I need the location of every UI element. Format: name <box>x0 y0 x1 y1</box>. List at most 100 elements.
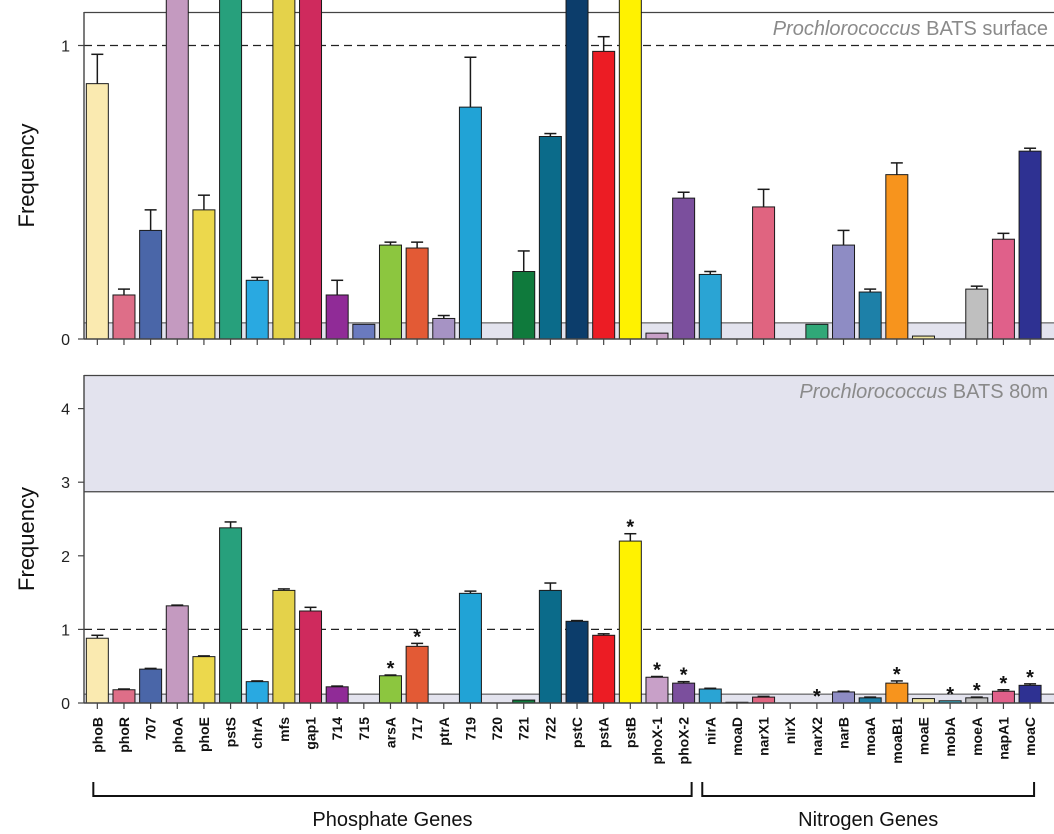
bar-722 <box>538 135 562 340</box>
category-label: nirA <box>702 717 718 745</box>
category-label: phoE <box>196 717 212 752</box>
nitrogen-group-label: Nitrogen Genes <box>798 809 938 831</box>
bar-narB <box>832 691 856 704</box>
bar-phoA <box>165 605 189 704</box>
category-label: pstS <box>223 717 239 747</box>
significance-star-narX2: * <box>813 686 821 708</box>
category-label: 717 <box>409 717 425 741</box>
nitrogen-bracket <box>701 782 1036 797</box>
bar-narX1 <box>752 206 776 340</box>
bar-pstC <box>565 0 589 340</box>
category-label: napA1 <box>995 717 1011 760</box>
category-label: 707 <box>143 717 159 741</box>
category-label: mobA <box>942 717 958 757</box>
significance-star-pstB: * <box>626 517 634 539</box>
significance-star-phoX-2: * <box>680 665 688 687</box>
bar-phoX-1 <box>645 332 669 340</box>
category-label: moaA <box>862 717 878 756</box>
category-label: arsA <box>382 717 398 748</box>
bar-707 <box>139 668 163 704</box>
significance-star-moeA: * <box>973 680 981 702</box>
y-tick-label: 1 <box>61 622 70 639</box>
significance-star-arsA: * <box>387 658 395 680</box>
bar-moaC <box>1018 150 1042 340</box>
bar-moaA <box>858 291 882 340</box>
category-label: ptrA <box>436 717 452 746</box>
bar-ptrA <box>432 317 456 340</box>
bar-714 <box>325 686 349 704</box>
category-label: mfs <box>276 717 292 742</box>
chart-panel-2: 0 1 2 3 4 Frequency Prochlorococcus BATS 80m * *… <box>14 374 1054 765</box>
bar-719 <box>458 592 482 704</box>
y-axis-title: Frequency <box>14 487 39 591</box>
bar-717 <box>405 247 429 340</box>
phosphate-group-label: Phosphate Genes <box>312 809 472 831</box>
bar-pstS <box>219 527 243 704</box>
bar-722 <box>538 589 562 704</box>
bar-707 <box>139 229 163 340</box>
significance-star-phoX-1: * <box>653 660 661 682</box>
y-tick-label: 2 <box>61 549 70 566</box>
category-label: moaE <box>915 717 931 755</box>
significance-star-napA1: * <box>1000 673 1008 695</box>
panel-title-italic: Prochlorococcus <box>799 381 947 403</box>
category-label: phoR <box>116 717 132 753</box>
category-label: moaB1 <box>889 717 905 764</box>
y-tick-label: 4 <box>61 402 70 419</box>
phosphate-bracket <box>92 782 693 797</box>
bar-moaA <box>858 697 882 704</box>
significance-star-mobA: * <box>946 684 954 706</box>
category-label: phoX-1 <box>649 717 665 765</box>
bar-phoR <box>112 689 136 704</box>
bar-721 <box>512 270 536 340</box>
bar-phoX-2 <box>672 197 696 340</box>
bar-narX2 <box>805 323 829 340</box>
bar-pstS <box>219 0 243 340</box>
category-label: pstA <box>596 717 612 748</box>
category-label: phoA <box>169 717 185 753</box>
bar-chrA <box>245 279 269 340</box>
bar-arsA <box>378 244 402 340</box>
category-label: moeA <box>969 717 985 756</box>
bar-phoB <box>85 637 109 704</box>
bar-715 <box>352 323 376 340</box>
panel-title-italic: Prochlorococcus <box>773 18 921 40</box>
bar-gap1 <box>299 0 323 340</box>
category-label: chrA <box>249 717 265 749</box>
shaded-band <box>84 375 1054 492</box>
bar-phoE <box>192 656 216 704</box>
bar-mfs <box>272 0 296 340</box>
category-label: narB <box>836 717 852 749</box>
bar-717 <box>405 645 429 704</box>
category-label: narX1 <box>756 717 772 756</box>
bar-phoA <box>165 0 189 340</box>
bar-pstB <box>618 0 642 340</box>
category-label: 721 <box>516 717 532 741</box>
panel-title-rest: BATS surface <box>921 18 1048 40</box>
bar-pstA <box>592 50 616 340</box>
bar-mfs <box>272 589 296 704</box>
group-brackets: Phosphate Genes Nitrogen Genes <box>92 782 1036 831</box>
category-label: 720 <box>489 717 505 741</box>
panel-title: Prochlorococcus BATS surface <box>773 18 1048 40</box>
category-label: 715 <box>356 717 372 741</box>
category-label: pstB <box>622 717 638 748</box>
bar-narB <box>832 244 856 340</box>
y-tick-label: 3 <box>61 475 70 492</box>
bar-719 <box>458 106 482 340</box>
category-label: narX2 <box>809 717 825 756</box>
bar-moeA <box>965 288 989 340</box>
y-tick-label: 1 <box>61 39 70 56</box>
significance-star-moaB1: * <box>893 664 901 686</box>
category-label: moaC <box>1022 717 1038 756</box>
bar-moaB1 <box>885 174 909 340</box>
bar-nirA <box>698 688 722 704</box>
category-label: phoX-2 <box>676 717 692 765</box>
category-label: 719 <box>462 717 478 741</box>
bar-phoB <box>85 83 109 340</box>
category-label: pstC <box>569 717 585 748</box>
y-axis-title: Frequency <box>14 124 39 228</box>
y-tick-label: 0 <box>61 696 70 713</box>
